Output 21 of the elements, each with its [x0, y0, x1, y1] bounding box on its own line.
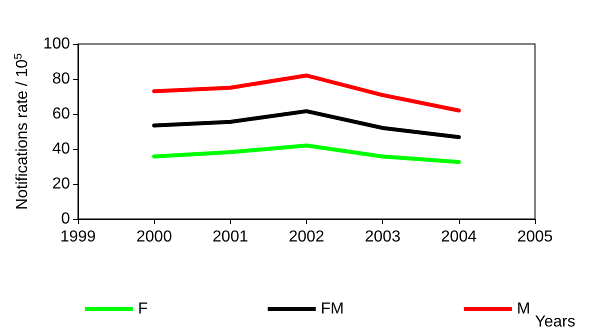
x-axis-title: Years [535, 314, 576, 330]
line-series [152, 144, 461, 164]
x-tick-label: 2002 [288, 228, 324, 246]
x-tick-label: 1999 [60, 228, 96, 246]
legend-label: FM [320, 300, 344, 318]
x-tick-label: 2003 [364, 228, 401, 246]
y-tick-label: 20 [52, 176, 70, 192]
y-tick-label: 60 [52, 106, 70, 122]
x-tick-label: 2004 [441, 228, 477, 246]
y-tick-label: 80 [52, 70, 70, 88]
x-tick-label: 2005 [517, 228, 553, 246]
x-tick-label: 2000 [136, 228, 172, 246]
y-tick-label: 0 [61, 210, 70, 228]
x-tick-label: 2001 [212, 228, 248, 246]
y-tick-label: 40 [52, 140, 70, 158]
y-tick-label: 100 [43, 36, 70, 52]
y-axis-title: Notifications rate / 105 [12, 53, 31, 210]
legend-label: F [138, 300, 148, 318]
legend-label: M [516, 300, 530, 318]
line-series [152, 74, 461, 112]
line-series [152, 109, 461, 140]
